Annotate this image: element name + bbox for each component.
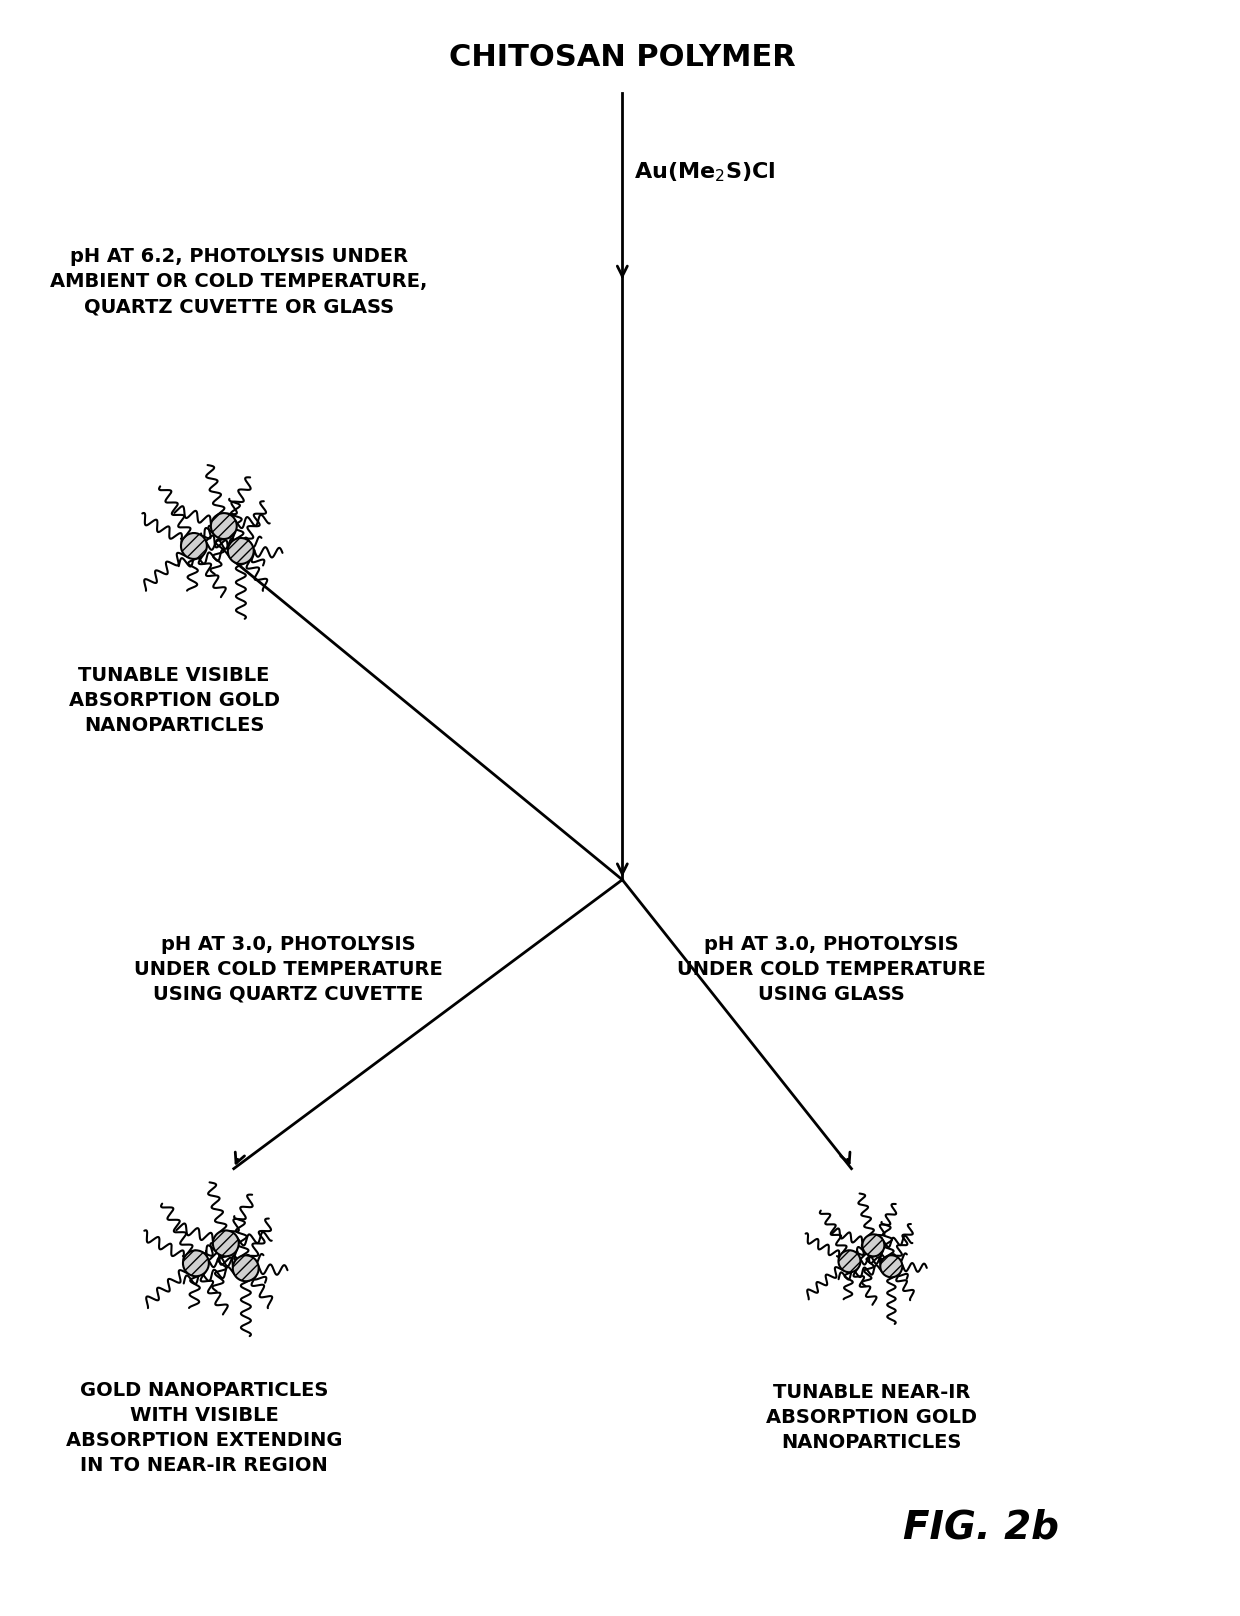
Circle shape [233,1256,259,1281]
Text: TUNABLE NEAR-IR
ABSORPTION GOLD
NANOPARTICLES: TUNABLE NEAR-IR ABSORPTION GOLD NANOPART… [766,1383,977,1453]
Text: pH AT 3.0, PHOTOLYSIS
UNDER COLD TEMPERATURE
USING QUARTZ CUVETTE: pH AT 3.0, PHOTOLYSIS UNDER COLD TEMPERA… [134,936,443,1004]
Circle shape [184,1251,208,1277]
Text: GOLD NANOPARTICLES
WITH VISIBLE
ABSORPTION EXTENDING
IN TO NEAR-IR REGION: GOLD NANOPARTICLES WITH VISIBLE ABSORPTI… [66,1380,342,1475]
Circle shape [862,1235,884,1256]
Text: Au(Me$_2$S)Cl: Au(Me$_2$S)Cl [635,160,776,184]
Text: FIG. 2b: FIG. 2b [903,1508,1059,1547]
Circle shape [181,533,207,559]
Text: TUNABLE VISIBLE
ABSORPTION GOLD
NANOPARTICLES: TUNABLE VISIBLE ABSORPTION GOLD NANOPART… [68,666,279,735]
Circle shape [211,514,237,540]
Circle shape [228,538,254,564]
Text: pH AT 6.2, PHOTOLYSIS UNDER
AMBIENT OR COLD TEMPERATURE,
QUARTZ CUVETTE OR GLASS: pH AT 6.2, PHOTOLYSIS UNDER AMBIENT OR C… [50,247,428,317]
Circle shape [880,1256,903,1277]
Circle shape [838,1251,861,1272]
Text: CHITOSAN POLYMER: CHITOSAN POLYMER [449,44,796,73]
Circle shape [213,1230,239,1256]
Text: pH AT 3.0, PHOTOLYSIS
UNDER COLD TEMPERATURE
USING GLASS: pH AT 3.0, PHOTOLYSIS UNDER COLD TEMPERA… [677,936,986,1004]
